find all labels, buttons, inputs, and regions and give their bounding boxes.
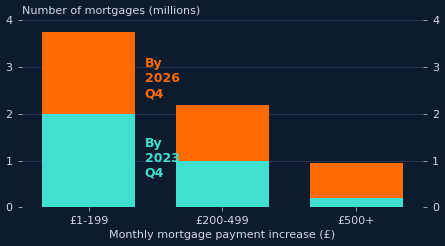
Bar [42,114,135,207]
Bar [42,32,135,114]
Bar [176,161,269,207]
Text: By
2023
Q4: By 2023 Q4 [145,137,180,180]
Bar [310,163,403,198]
X-axis label: Monthly mortgage payment increase (£): Monthly mortgage payment increase (£) [109,231,336,240]
Bar [176,105,269,161]
Bar [310,198,403,207]
Text: By
2026
Q4: By 2026 Q4 [145,57,180,100]
Text: Number of mortgages (millions): Number of mortgages (millions) [22,6,200,15]
